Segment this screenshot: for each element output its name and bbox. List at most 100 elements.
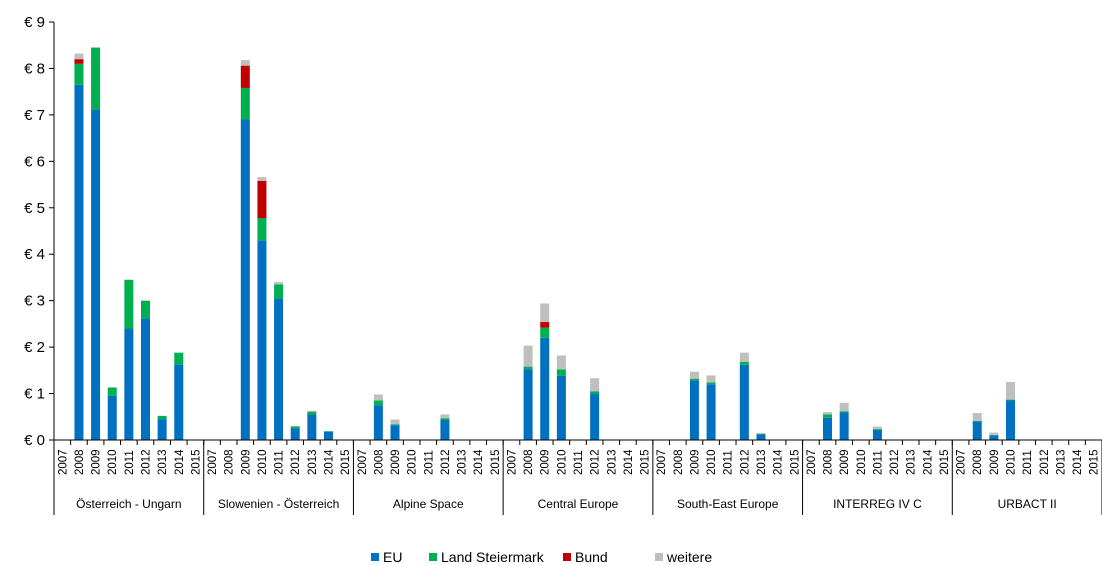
bar-segment-eu — [706, 384, 716, 440]
bar-segment-land-steiermark — [523, 366, 533, 370]
x-tick-label: 2011 — [723, 450, 735, 475]
bar-segment-eu — [290, 428, 300, 440]
x-tick-label: 2014 — [174, 449, 186, 475]
legend-label: EU — [383, 549, 402, 565]
group-label: Slowenien - Österreich — [218, 497, 339, 511]
x-tick-label: 2015 — [1089, 449, 1101, 475]
bar-segment-land-steiermark — [823, 414, 833, 418]
bar-segment-eu — [590, 393, 600, 440]
x-tick-label: 2011 — [1022, 450, 1034, 475]
bar-segment-land-steiermark — [706, 382, 716, 385]
bar-segment-weitere — [739, 352, 749, 362]
bar-segment-land-steiermark — [307, 411, 317, 415]
x-tick-label: 2007 — [956, 449, 968, 475]
bar-segment-eu — [274, 298, 284, 440]
legend-swatch — [429, 553, 437, 561]
x-tick-label: 2015 — [640, 449, 652, 475]
y-tick-label: € 1 — [24, 386, 45, 403]
group-label: Österreich - Ungarn — [76, 497, 181, 511]
x-tick-label: 2008 — [224, 449, 236, 475]
bar-segment-weitere — [756, 433, 766, 434]
bar-segment-weitere — [972, 413, 982, 421]
bar-segment-land-steiermark — [174, 352, 184, 365]
legend-label: Bund — [575, 549, 608, 565]
bar-segment-land-steiermark — [872, 428, 882, 430]
x-tick-label: 2009 — [240, 449, 252, 475]
x-tick-label: 2012 — [739, 449, 751, 475]
x-tick-label: 2008 — [823, 449, 835, 475]
x-tick-label: 2015 — [490, 449, 502, 475]
x-tick-label: 2012 — [1039, 449, 1051, 475]
bar-segment-land-steiermark — [689, 378, 699, 381]
bar-segment-eu — [140, 318, 150, 440]
x-tick-label: 2015 — [190, 449, 202, 475]
bar-segment-land-steiermark — [440, 418, 450, 421]
x-tick-label: 2009 — [390, 449, 402, 475]
bar-segment-weitere — [274, 282, 284, 285]
x-tick-label: 2010 — [407, 449, 419, 475]
bar-segment-bund — [257, 180, 267, 218]
bar-segment-eu — [174, 364, 184, 440]
x-tick-label: 2013 — [307, 449, 319, 475]
bar-segment-weitere — [240, 60, 250, 66]
x-tick-label: 2009 — [91, 449, 103, 475]
bar-segment-land-steiermark — [74, 63, 84, 85]
y-tick-label: € 9 — [24, 14, 45, 31]
y-tick-label: € 7 — [24, 107, 45, 124]
x-tick-label: 2010 — [1006, 449, 1018, 475]
x-tick-label: 2012 — [440, 449, 452, 475]
bar-segment-land-steiermark — [257, 218, 267, 241]
x-tick-label: 2007 — [656, 449, 668, 475]
bar-segment-land-steiermark — [590, 391, 600, 394]
x-tick-label: 2012 — [290, 449, 302, 475]
x-tick-label: 2009 — [839, 449, 851, 475]
bar-segment-land-steiermark — [240, 87, 250, 120]
bar-segment-eu — [989, 435, 999, 440]
bar-segment-weitere — [373, 394, 383, 401]
y-tick-label: € 4 — [24, 246, 45, 263]
x-tick-label: 2010 — [107, 449, 119, 475]
group-label: Alpine Space — [393, 497, 464, 511]
x-tick-label: 2007 — [57, 449, 69, 475]
bar-segment-eu — [839, 412, 849, 440]
x-tick-label: 2012 — [590, 449, 602, 475]
y-tick-label: € 5 — [24, 200, 45, 217]
bar-segment-land-steiermark — [274, 284, 284, 299]
x-tick-label: 2014 — [773, 449, 785, 475]
x-tick-label: 2009 — [540, 449, 552, 475]
bar-segment-weitere — [523, 345, 533, 367]
x-tick-label: 2010 — [556, 449, 568, 475]
x-tick-label: 2014 — [922, 449, 934, 475]
y-tick-label: € 0 — [24, 432, 45, 449]
legend: EU Land Steiermark Bund weitere — [371, 549, 712, 565]
x-tick-label: 2008 — [373, 449, 385, 475]
bar-segment-eu — [240, 119, 250, 440]
legend-label: weitere — [666, 549, 712, 565]
bar-segment-weitere — [1006, 381, 1016, 400]
x-tick-label: 2013 — [756, 449, 768, 475]
bar-segment-weitere — [839, 402, 849, 412]
bar-segment-weitere — [307, 410, 317, 412]
x-tick-label: 2009 — [989, 449, 1001, 475]
legend-swatch — [655, 553, 663, 561]
x-tick-label: 2015 — [340, 449, 352, 475]
bar-segment-eu — [1006, 400, 1016, 440]
x-tick-label: 2011 — [423, 450, 435, 475]
bar-segment-land-steiermark — [107, 387, 117, 396]
bar-segment-eu — [823, 417, 833, 440]
y-tick-label: € 2 — [24, 339, 45, 356]
bar-segment-eu — [91, 109, 101, 440]
y-tick-label: € 6 — [24, 153, 45, 170]
x-tick-label: 2013 — [606, 449, 618, 475]
x-tick-label: 2008 — [673, 449, 685, 475]
x-tick-label: 2011 — [573, 450, 585, 475]
bar-segment-eu — [739, 364, 749, 440]
bar-segment-weitere — [706, 375, 716, 383]
bar-segment-bund — [540, 322, 550, 328]
bar-segment-weitere — [590, 378, 600, 392]
bar-segment-eu — [74, 84, 84, 440]
x-tick-label: 2014 — [323, 449, 335, 475]
bar-segment-eu — [540, 337, 550, 440]
bar-segment-weitere — [74, 53, 84, 60]
